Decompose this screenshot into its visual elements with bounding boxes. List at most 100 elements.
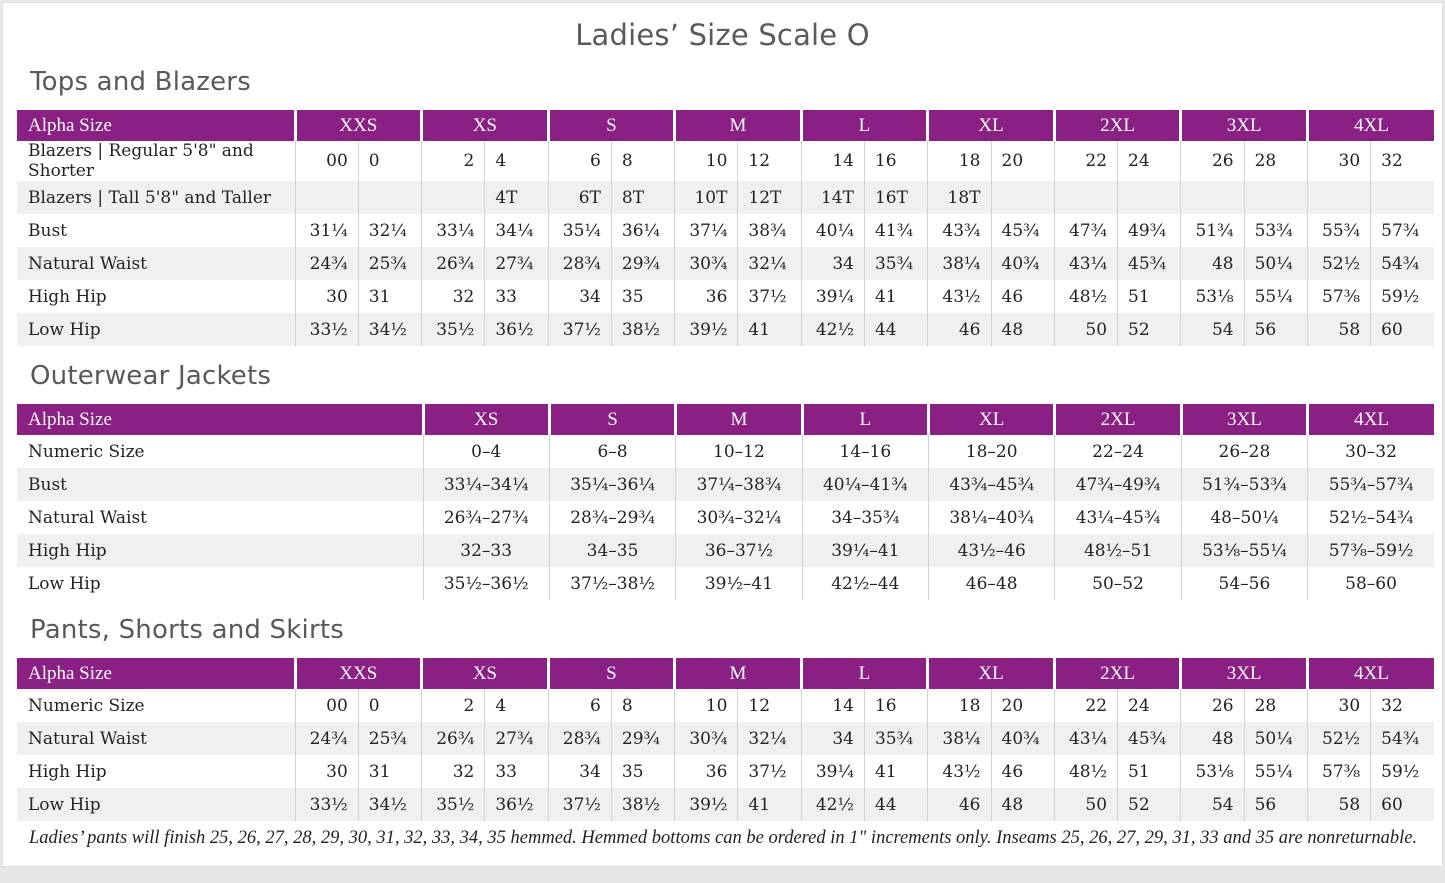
size-value: 32 [421,280,485,313]
size-value: 35¾ [863,722,928,755]
size-value: 22 [1053,689,1118,722]
size-value: 38¼–40¾ [927,501,1055,534]
size-header-4xl: 4XL [1305,658,1434,689]
tops-and-blazers-table: Alpha Size XXS XS S M L XL 2XL 3XL 4XL Blazers | R… [17,110,1434,346]
size-header-xs: XS [420,658,549,689]
size-value: 38¼ [927,247,991,280]
size-value: 30 [294,280,359,313]
size-value: 54¾ [1370,722,1434,755]
size-value: 57⅜–59½ [1307,534,1434,567]
size-value: 14T [800,181,865,214]
size-value: 52 [1117,313,1181,346]
size-value: 16 [863,689,928,722]
size-value: 30–32 [1307,435,1434,468]
size-value: 6T [547,181,612,214]
size-value: 29¾ [610,722,675,755]
table-row: Natural Waist 24¾ 25¾ 26¾ 27¾ 28¾ 29¾ 30¾ 32¼ 34 3… [17,722,1434,755]
size-value: 12T [737,181,802,214]
size-header-m: M [674,404,803,435]
size-value: 46 [990,755,1055,788]
size-value: 14–16 [801,435,929,468]
section-tops-and-blazers: Tops and Blazers Alpha Size XXS XS S M L XL 2XL 3… [3,67,1442,346]
size-value: 45¾ [1117,247,1181,280]
size-value: 59½ [1370,280,1434,313]
size-value: 48–50¼ [1180,501,1308,534]
tables-container: Tops and Blazers Alpha Size XXS XS S M L XL 2XL 3… [3,67,1442,821]
size-value: 22 [1053,141,1118,181]
size-value: 39½ [674,788,738,821]
size-value: 41 [737,313,802,346]
size-header-2xl: 2XL [1053,404,1182,435]
size-value: 4 [484,141,549,181]
size-value: 54 [1180,788,1245,821]
size-value [1243,181,1308,214]
size-header-3xl: 3XL [1179,658,1308,689]
size-value: 36½ [484,788,549,821]
table-row: Natural Waist 24¾ 25¾ 26¾ 27¾ 28¾ 29¾ 30¾ 32¼ 34 3… [17,247,1434,280]
size-value: 40¾ [990,722,1055,755]
size-value [1370,181,1434,214]
size-value: 25¾ [357,722,422,755]
size-value: 49¾ [1117,214,1181,247]
size-value: 12 [737,689,802,722]
size-value: 58 [1306,788,1371,821]
size-value: 24¾ [294,722,359,755]
table-row: Blazers | Tall 5'8" and Taller 4T 6T 8T 10T 1… [17,181,1434,214]
size-value: 8 [610,689,675,722]
size-value: 41 [863,755,928,788]
size-value [990,181,1055,214]
size-value: 10T [674,181,738,214]
size-value: 57⅜ [1306,755,1371,788]
size-value: 39¼–41 [801,534,929,567]
alpha-size-header: Alpha Size [17,404,423,435]
size-value: 39¼ [800,280,865,313]
size-value: 26 [1180,141,1245,181]
size-header-xxs: XXS [293,658,422,689]
size-value: 48 [1180,247,1245,280]
size-value: 25¾ [357,247,422,280]
size-value: 43¼–45¾ [1054,501,1182,534]
size-header-2xl: 2XL [1052,110,1181,141]
size-value: 45¾ [1117,722,1181,755]
size-value: 52½ [1306,247,1371,280]
size-value: 37½ [547,313,612,346]
size-value: 34 [547,755,612,788]
size-value: 37½ [737,280,802,313]
size-value: 30¾–32¼ [675,501,803,534]
size-value: 16 [863,141,928,181]
size-value: 48½ [1053,755,1118,788]
size-value: 31¼ [294,214,359,247]
row-label: Low Hip [28,319,101,340]
size-value: 35 [610,755,675,788]
size-value: 33½ [294,788,359,821]
size-value: 30 [294,755,359,788]
size-value: 36¼ [610,214,675,247]
table-body: Blazers | Regular 5'8" and Shorter 00 0 2 4 6… [17,141,1434,346]
size-value: 42½ [800,313,865,346]
size-value: 47¾–49¾ [1054,468,1182,501]
size-header-l: L [800,404,929,435]
size-value: 6 [547,141,612,181]
size-value: 33¼–34¼ [422,468,550,501]
size-value: 55¼ [1243,755,1308,788]
alpha-size-header: Alpha Size [17,110,296,141]
row-label: High Hip [28,761,107,782]
size-value: 6 [547,689,612,722]
row-label: High Hip [28,286,107,307]
size-value: 32 [421,755,485,788]
row-label: Natural Waist [28,253,148,274]
size-value: 53⅛ [1180,280,1245,313]
table-header: Alpha Size XS S M L XL 2XL 3XL 4XL [17,404,1434,435]
size-value: 58–60 [1307,567,1434,600]
size-value: 57⅜ [1306,280,1371,313]
size-value: 30¾ [674,722,738,755]
size-value: 24 [1117,689,1181,722]
size-value: 12 [737,141,802,181]
table-row: Natural Waist 26¾–27¾ 28¾–29¾ 30¾–32¼ 34–35¾… [17,501,1434,534]
size-value: 18T [927,181,991,214]
size-value: 33½ [294,313,359,346]
size-value: 59½ [1370,755,1434,788]
size-value: 38¾ [737,214,802,247]
row-label: Low Hip [28,794,101,815]
size-value: 55¾–57¾ [1307,468,1434,501]
